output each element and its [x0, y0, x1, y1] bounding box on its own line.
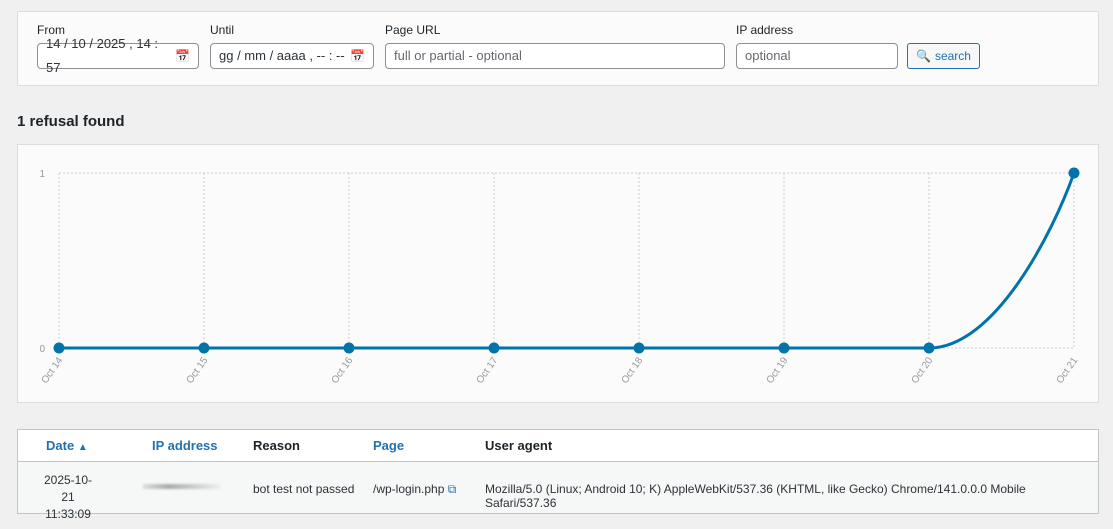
y-tick-label: 0: [39, 344, 45, 355]
search-label: search: [934, 49, 971, 63]
x-tick-label: Oct 18: [620, 355, 646, 386]
series-line: [59, 172, 1076, 350]
date-header-label: Date: [46, 438, 75, 453]
search-button[interactable]: 🔍 search: [907, 43, 980, 69]
x-tick-label: Oct 17: [475, 355, 501, 386]
ip-field: IP address optional: [736, 23, 898, 69]
user-agent-column-header: User agent: [485, 438, 553, 453]
page-url-input[interactable]: full or partial - optional: [385, 43, 725, 69]
until-field: Until gg / mm / aaaa , -- : -- 📅: [210, 23, 374, 69]
until-placeholder: gg / mm / aaaa , -- : --: [219, 48, 345, 63]
page-url-placeholder: full or partial - optional: [394, 48, 522, 63]
y-tick-label: 1: [39, 169, 45, 180]
page-url-field: Page URL full or partial - optional: [385, 23, 725, 69]
data-point: [198, 342, 210, 354]
page-column-header[interactable]: Page: [373, 438, 405, 453]
data-point: [53, 342, 65, 354]
date-column-header[interactable]: Date ▲: [46, 430, 88, 462]
data-point: [488, 342, 500, 354]
page-url-label: Page URL: [385, 23, 441, 37]
result-count: 1 refusal found: [17, 113, 125, 130]
user-agent-cell: Mozilla/5.0 (Linux; Android 10; K) Apple…: [485, 482, 1026, 510]
reason-cell: bot test not passed: [253, 482, 355, 496]
data-point: [633, 342, 645, 354]
calendar-icon[interactable]: 📅: [175, 49, 190, 63]
until-input[interactable]: gg / mm / aaaa , -- : -- 📅: [210, 43, 374, 69]
x-tick-label: Oct 19: [765, 355, 791, 386]
filter-panel: From 14 / 10 / 2025 , 14 : 57 📅 Until gg …: [17, 11, 1099, 86]
chart-svg: Oct 14 Oct 15 Oct 16 Oct 17 Oct 18 Oct 19 Oct …: [39, 167, 1081, 386]
header-divider: [18, 461, 1098, 462]
x-tick-label: Oct 20: [910, 355, 936, 386]
ip-column-header[interactable]: IP address: [152, 438, 218, 453]
refusals-table: Date ▲ IP address Reason Page User agent…: [17, 429, 1099, 521]
x-tick-label: Oct 14: [40, 355, 66, 386]
page-link[interactable]: /wp-login.php: [373, 482, 445, 496]
data-point: [1068, 167, 1080, 179]
ip-placeholder: optional: [745, 48, 791, 63]
refusals-chart: Oct 14 Oct 15 Oct 16 Oct 17 Oct 18 Oct 19 Oct …: [17, 144, 1099, 403]
x-tick-label: Oct 21: [1055, 355, 1081, 386]
calendar-icon[interactable]: 📅: [350, 49, 365, 63]
date-value: 2025-10-21: [43, 473, 93, 504]
search-icon: 🔍: [916, 49, 931, 63]
from-field: From 14 / 10 / 2025 , 14 : 57 📅: [37, 23, 199, 75]
sort-ascending-icon: ▲: [77, 442, 88, 453]
page-cell[interactable]: /wp-login.php ⧉: [373, 482, 456, 497]
reason-column-header: Reason: [253, 438, 300, 453]
ip-input[interactable]: optional: [736, 43, 898, 69]
external-link-icon[interactable]: ⧉: [447, 482, 457, 496]
time-value: 11:33:09: [45, 507, 91, 521]
from-input[interactable]: 14 / 10 / 2025 , 14 : 57 📅: [37, 36, 199, 75]
x-tick-label: Oct 15: [185, 355, 211, 386]
data-point: [343, 342, 355, 354]
ip-cell-redacted: [143, 484, 220, 489]
until-label: Until: [210, 23, 235, 37]
data-point: [778, 342, 790, 354]
date-cell: 2025-10-21 11:33:09: [38, 472, 98, 523]
data-point: [923, 342, 935, 354]
x-tick-label: Oct 16: [330, 355, 356, 386]
table-row: 2025-10-21 11:33:09 bot test not passed /…: [18, 462, 1098, 521]
from-value: 14 / 10 / 2025 , 14 : 57: [46, 36, 159, 75]
ip-label: IP address: [736, 23, 794, 37]
from-label: From: [37, 23, 65, 37]
